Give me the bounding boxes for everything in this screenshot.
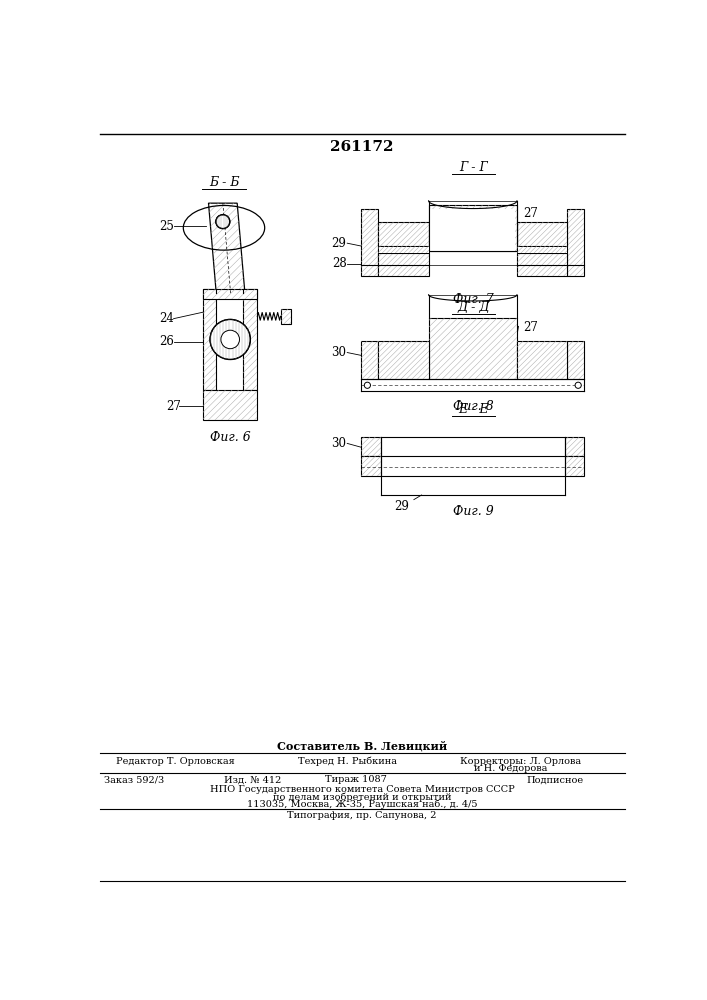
Polygon shape <box>517 253 567 276</box>
Polygon shape <box>281 309 291 324</box>
Polygon shape <box>378 341 428 379</box>
Polygon shape <box>203 389 257 420</box>
Text: Подписное: Подписное <box>526 775 583 784</box>
Text: и Н. Федорова: и Н. Федорова <box>474 764 548 773</box>
Polygon shape <box>517 341 567 379</box>
Text: Е - Е: Е - Е <box>458 403 489 416</box>
Text: 29: 29 <box>395 500 409 513</box>
Polygon shape <box>361 209 378 276</box>
Polygon shape <box>428 205 517 251</box>
Text: Фиг. 6: Фиг. 6 <box>210 431 250 444</box>
Text: 27: 27 <box>166 400 181 413</box>
Text: 27: 27 <box>523 207 538 220</box>
Polygon shape <box>428 318 517 379</box>
Text: Г - Г: Г - Г <box>459 161 488 174</box>
Circle shape <box>210 319 250 359</box>
Text: 25: 25 <box>160 220 175 233</box>
Circle shape <box>575 382 581 388</box>
Polygon shape <box>203 289 216 389</box>
Text: 28: 28 <box>332 257 346 270</box>
Polygon shape <box>361 456 380 476</box>
Text: НПО Государственного комитета Совета Министров СССР: НПО Государственного комитета Совета Мин… <box>209 785 514 794</box>
Text: Д - Д: Д - Д <box>457 301 490 314</box>
Circle shape <box>216 215 230 229</box>
Text: 30: 30 <box>332 437 346 450</box>
Polygon shape <box>378 253 428 276</box>
Text: 24: 24 <box>160 312 175 325</box>
Polygon shape <box>203 289 255 401</box>
Text: по делам изобретений и открытий: по делам изобретений и открытий <box>273 792 451 802</box>
Text: 26: 26 <box>160 335 175 348</box>
Polygon shape <box>565 437 585 456</box>
Circle shape <box>364 382 370 388</box>
Polygon shape <box>378 222 428 246</box>
Bar <box>430 209 515 251</box>
Polygon shape <box>361 437 380 456</box>
Text: Заказ 592/3: Заказ 592/3 <box>104 775 164 784</box>
Polygon shape <box>361 341 378 379</box>
Text: 29: 29 <box>332 237 346 250</box>
Text: Фиг. 9: Фиг. 9 <box>453 505 494 518</box>
Text: Б - Б: Б - Б <box>209 176 239 189</box>
Text: Изд. № 412: Изд. № 412 <box>224 775 281 784</box>
Text: 261172: 261172 <box>330 140 394 154</box>
Polygon shape <box>209 203 245 293</box>
Polygon shape <box>567 341 585 379</box>
Text: Типография, пр. Сапунова, 2: Типография, пр. Сапунова, 2 <box>287 811 437 820</box>
Text: Тираж 1087: Тираж 1087 <box>325 775 387 784</box>
Circle shape <box>221 330 240 349</box>
Polygon shape <box>517 246 567 253</box>
Text: Редактор Т. Орловская: Редактор Т. Орловская <box>115 757 234 766</box>
Text: Составитель В. Левицкий: Составитель В. Левицкий <box>277 740 447 751</box>
Polygon shape <box>517 222 567 246</box>
Polygon shape <box>203 289 257 299</box>
Polygon shape <box>567 209 585 276</box>
Text: Фиг. 7: Фиг. 7 <box>453 293 494 306</box>
Text: 30: 30 <box>332 346 346 359</box>
Text: Корректоры: Л. Орлова: Корректоры: Л. Орлова <box>460 757 581 766</box>
Polygon shape <box>378 246 428 253</box>
Text: 113035, Москва, Ж-35, Раушская наб., д. 4/5: 113035, Москва, Ж-35, Раушская наб., д. … <box>247 800 477 809</box>
Polygon shape <box>565 456 585 476</box>
Text: Фиг. 8: Фиг. 8 <box>453 400 494 413</box>
Text: Техред Н. Рыбкина: Техред Н. Рыбкина <box>298 757 397 766</box>
Polygon shape <box>243 289 257 389</box>
Text: 27: 27 <box>523 321 538 334</box>
